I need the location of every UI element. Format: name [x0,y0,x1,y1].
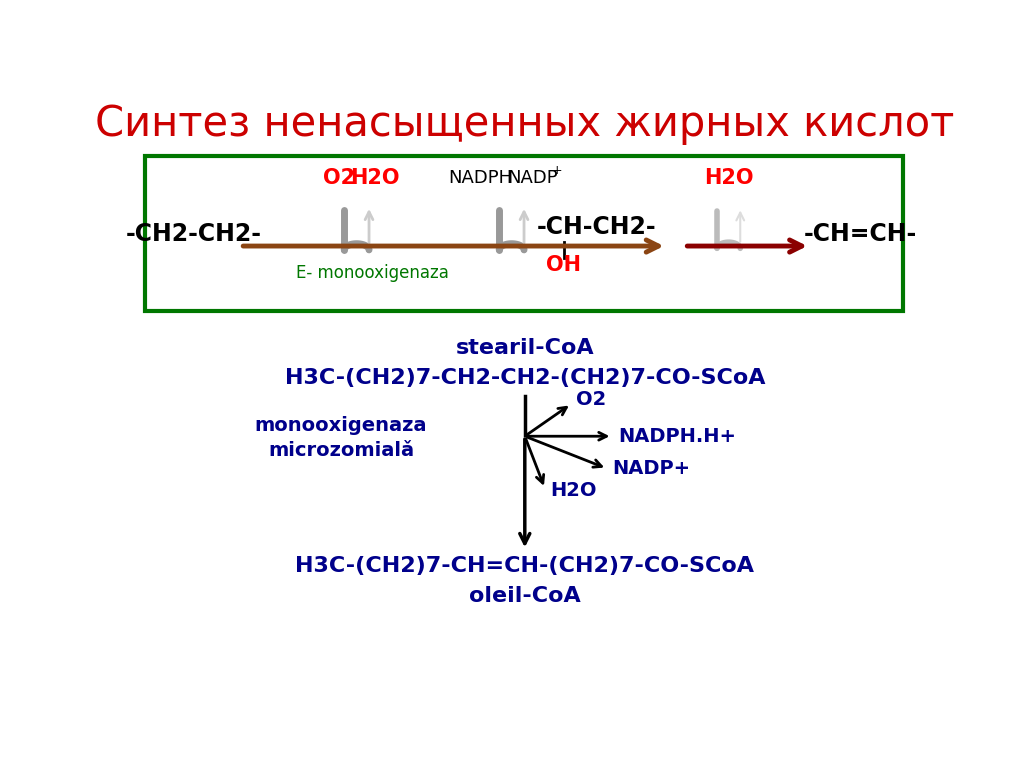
Text: H3C-(CH2)7-CH=CH-(CH2)7-CO-SCoA: H3C-(CH2)7-CH=CH-(CH2)7-CO-SCoA [295,555,755,575]
Text: H3C-(CH2)7-CH2-CH2-(CH2)7-CO-SCoA: H3C-(CH2)7-CH2-CH2-(CH2)7-CO-SCoA [285,368,765,388]
Text: O2: O2 [575,390,606,409]
Text: oleil-CoA: oleil-CoA [469,587,581,607]
Text: -CH=CH-: -CH=CH- [804,222,918,246]
Text: +: + [551,164,562,177]
Text: Синтез ненасыщенных жирных кислот: Синтез ненасыщенных жирных кислот [95,104,954,146]
Text: monooxigenaza
microzomialǎ: monooxigenaza microzomialǎ [255,416,427,459]
Text: NADP+: NADP+ [612,459,690,478]
Text: -CH2-CH2-: -CH2-CH2- [126,222,262,246]
Text: O2: O2 [323,168,355,188]
Text: H2O: H2O [350,168,399,188]
Text: -CH-CH2-: -CH-CH2- [537,215,656,239]
Text: NADPH: NADPH [449,170,513,187]
Bar [145,156,903,311]
Text: NADPH.H+: NADPH.H+ [617,426,736,446]
Text: OH: OH [546,255,581,275]
Text: E- monooxigenaza: E- monooxigenaza [296,264,449,282]
Text: stearil-CoA: stearil-CoA [456,337,594,357]
Text: H2O: H2O [550,481,597,499]
Text: NADP: NADP [507,170,558,187]
Text: H2O: H2O [703,168,754,188]
